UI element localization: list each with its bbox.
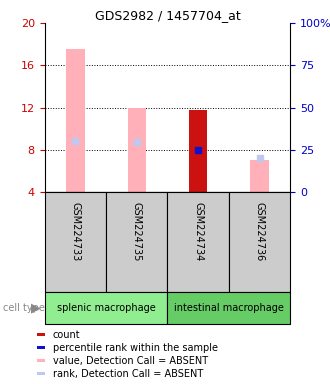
Bar <box>167 192 229 292</box>
Bar <box>229 192 290 292</box>
Bar <box>37 359 45 362</box>
Bar <box>45 292 167 324</box>
Text: rank, Detection Call = ABSENT: rank, Detection Call = ABSENT <box>52 369 203 379</box>
Text: value, Detection Call = ABSENT: value, Detection Call = ABSENT <box>52 356 208 366</box>
Text: cell type: cell type <box>3 303 45 313</box>
Bar <box>37 372 45 375</box>
Bar <box>37 346 45 349</box>
Bar <box>127 108 146 192</box>
Bar <box>250 161 269 192</box>
Text: GSM224735: GSM224735 <box>132 202 142 262</box>
Text: percentile rank within the sample: percentile rank within the sample <box>52 343 217 353</box>
Bar <box>189 110 208 192</box>
Bar <box>37 333 45 336</box>
Text: GSM224734: GSM224734 <box>193 202 203 261</box>
Title: GDS2982 / 1457704_at: GDS2982 / 1457704_at <box>95 9 240 22</box>
Bar <box>66 50 84 192</box>
Bar <box>167 292 290 324</box>
Bar <box>106 192 167 292</box>
Text: ▶: ▶ <box>31 302 41 314</box>
Text: count: count <box>52 330 80 340</box>
Text: GSM224736: GSM224736 <box>255 202 265 261</box>
Text: intestinal macrophage: intestinal macrophage <box>174 303 284 313</box>
Bar <box>45 192 106 292</box>
Text: GSM224733: GSM224733 <box>70 202 80 261</box>
Text: splenic macrophage: splenic macrophage <box>57 303 155 313</box>
